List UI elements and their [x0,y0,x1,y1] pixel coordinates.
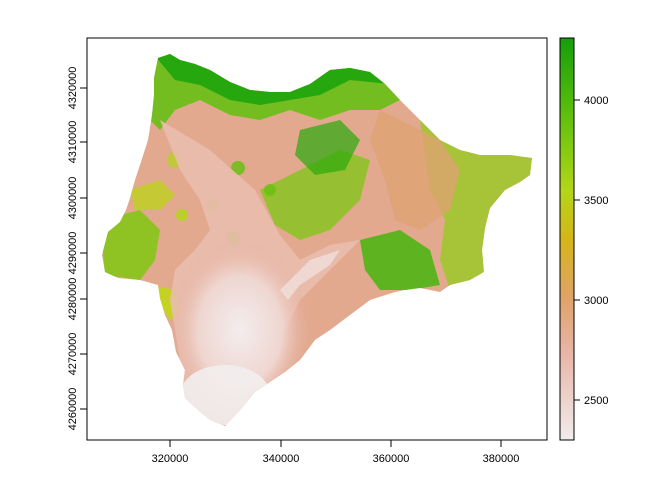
y-tick-label: 4260000 [67,388,79,431]
color-legend: 2500 3000 3500 4000 [559,37,608,441]
plot-frame [86,37,548,441]
legend-tick-label: 3500 [584,195,608,207]
y-tick-label: 4270000 [67,333,79,376]
y-tick-label: 4310000 [67,121,79,164]
y-tick-label: 4280000 [67,278,79,321]
x-tick-label: 380000 [483,453,520,465]
legend-tick-label: 3000 [584,295,608,307]
x-axis [169,440,502,447]
legend-color-bar [559,37,575,441]
y-tick-label: 4290000 [67,232,79,275]
x-tick-label: 340000 [263,453,300,465]
legend-tick-label: 4000 [584,95,608,107]
x-tick-label: 360000 [373,453,410,465]
y-tick-label: 4300000 [67,177,79,220]
legend-tick-label: 2500 [584,395,608,407]
y-axis [80,87,87,410]
elevation-raster [102,54,532,426]
y-tick-label: 4320000 [67,67,79,110]
x-tick-label: 320000 [152,453,189,465]
